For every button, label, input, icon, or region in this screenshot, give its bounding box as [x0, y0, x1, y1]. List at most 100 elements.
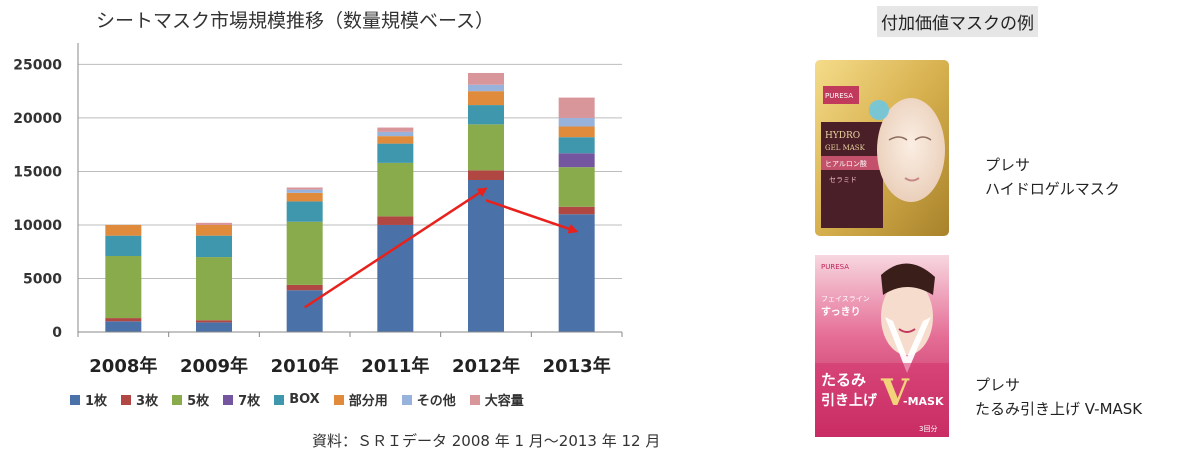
pkg1-band: ヒアルロン酸 — [825, 159, 867, 168]
bar-segment — [286, 192, 323, 202]
bar-segment — [558, 167, 595, 207]
legend-label: 3枚 — [136, 394, 159, 409]
bar-segment — [558, 137, 595, 154]
legend-item: 1枚 — [70, 390, 107, 409]
pkg2-brand: PURESA — [821, 263, 849, 271]
bar-segment — [196, 222, 232, 225]
bar-segment — [286, 189, 323, 193]
legend-swatch — [401, 394, 412, 405]
bar-segment — [286, 187, 323, 190]
legend-item: 7枚 — [223, 390, 260, 409]
y-tick-label: 15000 — [13, 164, 62, 180]
bar-segment — [196, 257, 232, 321]
legend-label: その他 — [416, 394, 456, 409]
x-tick-label: 2011年 — [361, 355, 429, 377]
x-tick-label: 2008年 — [89, 355, 157, 377]
bar-segment — [377, 131, 414, 137]
legend-item: BOX — [274, 392, 320, 407]
pkg2-v: V — [880, 372, 910, 414]
bar-segment — [286, 284, 323, 291]
product-1-name: ハイドロゲルマスク — [985, 180, 1120, 198]
legend-swatch — [121, 394, 132, 405]
bar-segment — [377, 216, 414, 225]
legend-swatch — [172, 394, 183, 405]
pkg2-sub: 引き上げ — [821, 393, 878, 409]
bar-segment — [468, 124, 504, 171]
bar-segment — [468, 170, 504, 181]
y-tick-label: 5000 — [23, 271, 62, 287]
bar-segment — [196, 235, 232, 258]
y-tick-label: 0 — [52, 325, 62, 341]
bar-segment — [105, 224, 142, 236]
legend-item: その他 — [401, 390, 456, 409]
legend-label: 7枚 — [238, 394, 261, 409]
x-tick-label: 2012年 — [452, 355, 520, 377]
bar-segment — [196, 224, 232, 236]
bar-segment — [286, 201, 323, 222]
legend-item: 大容量 — [469, 390, 524, 409]
bar-segment — [105, 235, 142, 257]
bar-segment — [468, 72, 504, 85]
bar-segment — [377, 162, 414, 217]
stacked-bar-chart: 0 5000 10000 15000 20000 25000 2008年 2009年 2010年… — [13, 43, 623, 377]
bar-segment — [468, 105, 504, 125]
product-caption-2: プレサ たるみ引き上げ V-MASK — [975, 373, 1142, 421]
legend-label: 部分用 — [348, 394, 388, 409]
pkg2-band: たるみ — [821, 371, 866, 389]
legend-label: BOX — [289, 392, 320, 407]
bar-segment — [468, 180, 504, 332]
bar-segment — [468, 84, 504, 92]
bar-segment — [286, 290, 323, 332]
legend-item: 5枚 — [172, 390, 209, 409]
pkg2-mask: -MASK — [903, 395, 944, 408]
y-tick-label: 10000 — [13, 218, 62, 234]
examples-title: 付加価値マスクの例 — [877, 6, 1038, 37]
bar-segment — [468, 91, 504, 106]
product-1-brand: プレサ — [985, 156, 1031, 174]
hydro-gel-mask-package-image: PURESA HYDRO GEL MASK ヒアルロン酸 セラミド — [815, 60, 949, 236]
pkg2-count: 3回分 — [919, 424, 937, 433]
source-note: 資料：ＳＲＩデータ 2008 年 1 月～2013 年 12 月 — [312, 432, 661, 450]
chart-legend: 1枚 3枚 5枚 7枚 BOX 部分用 その他 大容量 — [70, 390, 524, 409]
legend-swatch — [274, 394, 285, 405]
legend-label: 大容量 — [484, 394, 524, 409]
x-tick-label: 2010年 — [271, 355, 339, 377]
bar-segment — [558, 206, 595, 215]
product-2-brand: プレサ — [975, 376, 1021, 394]
bar-segment — [377, 127, 414, 132]
legend-swatch — [223, 394, 234, 405]
pkg1-line-2: GEL MASK — [825, 144, 866, 152]
pkg1-sub: セラミド — [829, 176, 857, 184]
trend-arrow — [303, 187, 488, 309]
v-mask-package-image: PURESA フェイスライン すっきり たるみ 引き上げ V -MASK 3回分 — [815, 255, 949, 437]
x-tick-label: 2013年 — [543, 355, 611, 377]
bar-segment — [558, 153, 595, 168]
bar-segment — [377, 224, 414, 332]
bar-segment — [558, 126, 595, 138]
bar-segment — [286, 221, 323, 285]
legend-swatch — [469, 394, 480, 405]
legend-item: 部分用 — [333, 390, 388, 409]
pkg2-line-2: すっきり — [821, 306, 861, 318]
bar-segment — [558, 97, 595, 118]
bar-segment — [196, 322, 232, 332]
y-tick-label: 20000 — [13, 111, 62, 127]
legend-item: 3枚 — [121, 390, 158, 409]
pkg2-line-1: フェイスライン — [821, 295, 870, 303]
legend-swatch — [70, 394, 80, 405]
bar-segment — [377, 143, 414, 163]
bar-segment — [558, 214, 595, 332]
pkg1-brand: PURESA — [825, 92, 853, 100]
x-tick-label: 2009年 — [180, 355, 248, 377]
bar-segment — [105, 318, 142, 322]
pkg1-line-1: HYDRO — [825, 131, 860, 141]
legend-swatch — [333, 394, 344, 405]
bar-segment — [105, 321, 142, 332]
chart-title: シートマスク市場規模推移（数量規模ベース） — [96, 10, 495, 32]
bar-segment — [377, 136, 414, 144]
bar-segment — [196, 320, 232, 323]
product-caption-1: プレサ ハイドロゲルマスク — [985, 153, 1120, 201]
legend-label: 5枚 — [187, 394, 210, 409]
legend-label: 1枚 — [85, 394, 108, 409]
y-tick-label: 25000 — [13, 57, 62, 73]
